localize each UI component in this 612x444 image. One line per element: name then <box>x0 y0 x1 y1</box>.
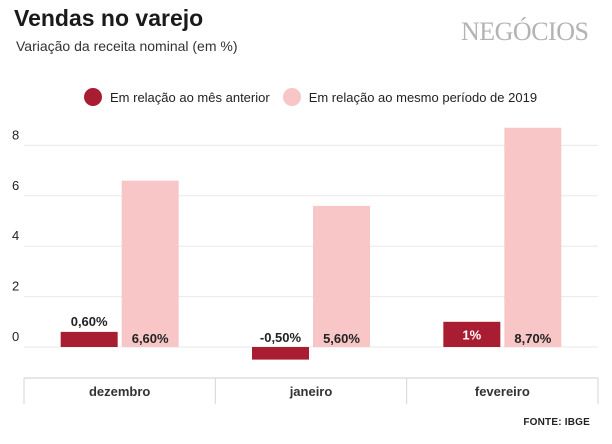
data-label: 1% <box>462 327 481 342</box>
data-label: 0,60% <box>71 314 108 329</box>
legend-item-series2: Em relação ao mesmo período de 2019 <box>282 88 538 106</box>
legend-swatch-series1 <box>84 88 102 106</box>
source-note: FONTE: IBGE <box>523 417 590 428</box>
y-tick-label: 6 <box>12 178 19 193</box>
y-tick-label: 4 <box>12 228 19 243</box>
data-label: 5,60% <box>323 331 360 346</box>
legend-label-series2: Em relação ao mesmo período de 2019 <box>308 89 538 105</box>
chart-legend: Em relação ao mês anterior Em relação ao… <box>84 88 550 106</box>
chart-subtitle: Variação da receita nominal (em %) <box>16 38 238 54</box>
y-tick-label: 2 <box>12 279 19 294</box>
legend-label-series1: Em relação ao mês anterior <box>110 89 270 105</box>
x-tick-label: janeiro <box>289 384 333 399</box>
bar-2 <box>313 205 370 347</box>
bar-2 <box>121 180 179 347</box>
svg-text:NEGÓCIOS: NEGÓCIOS <box>461 17 588 46</box>
chart-title: Vendas no varejo <box>14 5 204 31</box>
bar-1 <box>443 321 501 347</box>
y-tick-label: 0 <box>12 329 19 344</box>
y-tick-label: 8 <box>12 127 19 142</box>
bar-1 <box>60 331 118 347</box>
bar-1 <box>252 347 309 360</box>
x-tick-label: dezembro <box>89 384 150 399</box>
x-tick-label: fevereiro <box>475 384 530 399</box>
data-label: -0,50% <box>260 330 302 345</box>
data-label: 8,70% <box>514 331 551 346</box>
bar-2 <box>504 127 562 347</box>
publisher-logo: Jornal de NEGÓCIOS <box>461 17 589 46</box>
legend-swatch-series2 <box>282 88 301 106</box>
data-label: 6,60% <box>132 331 169 346</box>
legend-item-series1: Em relação ao mês anterior <box>84 88 270 106</box>
